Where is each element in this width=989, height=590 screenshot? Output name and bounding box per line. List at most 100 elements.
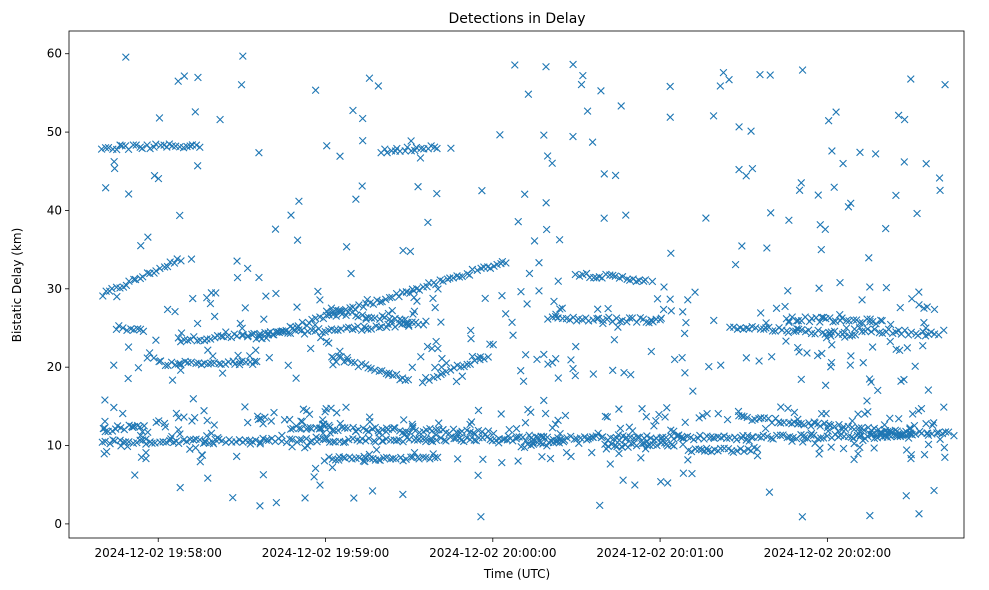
detection-point bbox=[745, 325, 753, 333]
detection-point bbox=[177, 329, 186, 337]
detection-point bbox=[262, 436, 271, 444]
detection-point bbox=[922, 324, 930, 332]
detection-point bbox=[166, 435, 175, 443]
detection-point bbox=[470, 436, 479, 444]
detection-point bbox=[866, 317, 874, 326]
x-tick-label: 2024-12-02 19:58:00 bbox=[94, 546, 221, 560]
detection-point bbox=[196, 457, 205, 466]
detection-point bbox=[274, 328, 282, 336]
detection-point bbox=[136, 431, 145, 440]
detection-point bbox=[748, 164, 757, 173]
detection-point bbox=[234, 351, 242, 360]
detection-point bbox=[210, 312, 219, 321]
detection-point bbox=[443, 275, 452, 283]
detection-point bbox=[920, 450, 929, 459]
detection-point bbox=[478, 427, 486, 436]
plot-area bbox=[97, 52, 958, 521]
detection-point bbox=[118, 409, 127, 418]
detection-point bbox=[336, 152, 344, 160]
detection-point bbox=[193, 319, 202, 328]
detection-point bbox=[422, 317, 430, 326]
detection-point bbox=[187, 358, 196, 366]
detection-point bbox=[747, 433, 756, 442]
detection-point bbox=[235, 436, 244, 444]
detection-point bbox=[930, 305, 939, 314]
detection-point bbox=[785, 318, 793, 327]
detection-point bbox=[819, 313, 828, 322]
detection-point bbox=[434, 344, 442, 353]
detection-point bbox=[936, 186, 944, 195]
detection-point bbox=[896, 431, 905, 439]
detection-point bbox=[604, 304, 612, 313]
detection-point bbox=[793, 415, 802, 424]
detection-point bbox=[653, 441, 661, 450]
detection-point bbox=[542, 225, 551, 234]
detection-point bbox=[873, 386, 882, 395]
detection-point bbox=[344, 323, 353, 332]
detection-point bbox=[561, 411, 570, 420]
y-tick-label: 10 bbox=[47, 439, 62, 453]
detection-point bbox=[779, 431, 787, 439]
detection-point bbox=[138, 273, 147, 281]
detection-point bbox=[311, 327, 320, 335]
detection-point bbox=[554, 277, 563, 285]
detection-point bbox=[709, 112, 718, 120]
detection-point bbox=[552, 310, 560, 319]
detection-point bbox=[289, 424, 297, 433]
detection-point bbox=[143, 354, 152, 362]
detection-point bbox=[343, 356, 352, 365]
detection-point bbox=[620, 368, 628, 377]
detection-point bbox=[653, 295, 662, 303]
detection-point bbox=[342, 324, 351, 332]
detection-point bbox=[544, 315, 552, 323]
detection-point bbox=[110, 403, 118, 412]
detection-point bbox=[298, 417, 307, 426]
detection-point bbox=[128, 423, 137, 432]
detection-point bbox=[827, 443, 835, 451]
detection-point bbox=[193, 161, 202, 170]
detection-point bbox=[168, 432, 176, 441]
detection-point bbox=[679, 434, 687, 443]
detection-point bbox=[271, 225, 280, 233]
detection-point bbox=[735, 123, 743, 131]
detection-point bbox=[233, 273, 242, 282]
detection-point bbox=[835, 420, 843, 429]
detection-point bbox=[893, 431, 901, 439]
detection-point bbox=[374, 82, 383, 90]
detection-point bbox=[834, 427, 842, 435]
detection-point bbox=[106, 439, 114, 448]
detection-point bbox=[878, 317, 886, 325]
detection-point bbox=[569, 364, 577, 373]
detection-point bbox=[112, 145, 121, 154]
detection-point bbox=[584, 434, 593, 443]
detection-point bbox=[763, 244, 771, 252]
detection-point bbox=[742, 172, 750, 180]
detection-point bbox=[767, 352, 776, 361]
detection-point bbox=[497, 410, 505, 418]
detection-point bbox=[465, 271, 474, 279]
detection-point bbox=[352, 195, 360, 204]
detection-point bbox=[551, 312, 560, 321]
detection-point bbox=[101, 417, 109, 426]
detection-point bbox=[923, 303, 931, 311]
detection-point bbox=[642, 437, 651, 445]
detection-point bbox=[703, 409, 711, 418]
detection-point bbox=[438, 354, 446, 363]
detection-point bbox=[767, 434, 775, 443]
detection-point bbox=[679, 469, 688, 477]
detection-point bbox=[378, 297, 386, 306]
detection-point bbox=[588, 138, 597, 146]
detection-point bbox=[285, 435, 294, 443]
detection-point bbox=[295, 424, 303, 433]
detection-point bbox=[193, 337, 201, 345]
detection-point bbox=[101, 396, 109, 404]
detection-point bbox=[662, 404, 671, 412]
detection-point bbox=[496, 131, 504, 139]
detection-point bbox=[402, 455, 410, 464]
detection-point bbox=[154, 174, 163, 183]
detection-point bbox=[641, 445, 650, 453]
detection-point bbox=[502, 259, 510, 267]
detection-point bbox=[745, 437, 754, 445]
detection-point bbox=[559, 437, 568, 446]
detection-point bbox=[514, 217, 523, 226]
